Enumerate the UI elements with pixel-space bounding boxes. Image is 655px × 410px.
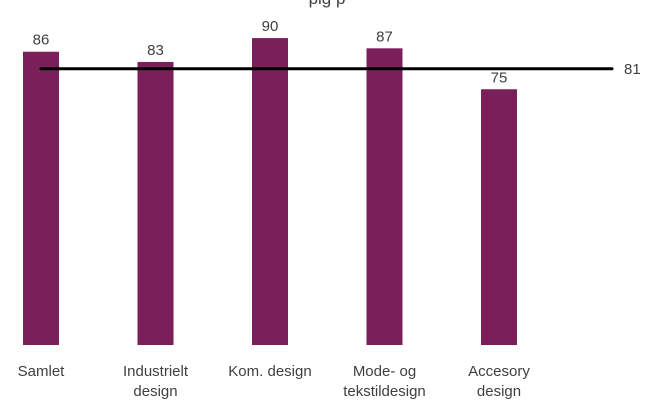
value-label-2: 90	[262, 18, 279, 35]
reference-line-label: 81	[624, 61, 641, 78]
value-label-4: 75	[491, 69, 508, 86]
bar-2	[252, 38, 288, 345]
category-label-3-1: tekstildesign	[343, 383, 426, 400]
category-label-1-1: design	[133, 383, 177, 400]
category-label-4-1: design	[477, 383, 521, 400]
bar-3	[366, 48, 403, 346]
value-label-0: 86	[33, 32, 50, 49]
bar-1	[137, 61, 174, 345]
value-label-3: 87	[376, 28, 393, 45]
category-label-1-0: Industrielt	[123, 363, 189, 380]
category-label-0-0: Samlet	[18, 363, 66, 380]
chart-title-partial: pig p	[309, 0, 346, 8]
category-label-3-0: Mode- og	[353, 363, 416, 380]
value-label-1: 83	[147, 42, 164, 59]
bar-4	[481, 89, 517, 345]
bar-0	[23, 51, 59, 346]
category-label-4-0: Accesory	[468, 363, 530, 380]
category-label-2-0: Kom. design	[228, 363, 311, 380]
